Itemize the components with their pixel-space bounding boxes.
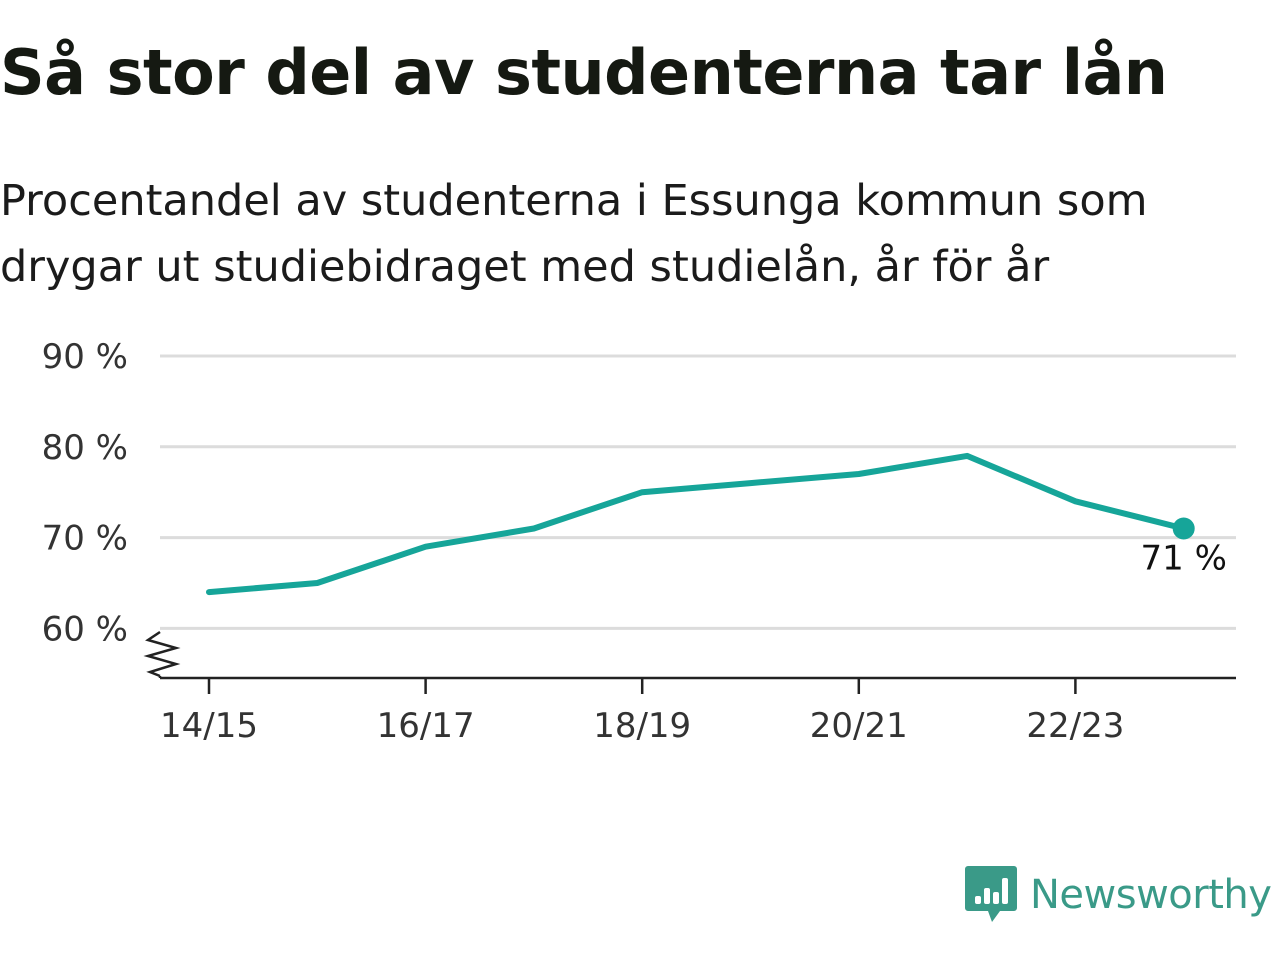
chart-title: Så stor del av studenterna tar lån [0,36,1168,109]
y-tick-label: 80 % [42,428,128,468]
x-axis: 14/15 16/17 18/19 20/21 22/23 [158,676,1236,746]
last-data-point [1172,517,1195,540]
x-tick-label: 14/15 [160,706,258,746]
y-axis-break-mark [143,630,181,678]
y-axis-labels: 60 % 70 % 80 % 90 % [42,337,128,649]
x-tick-label: 16/17 [377,706,475,746]
end-value-label: 71 % [1141,539,1227,579]
gridlines [160,354,1236,630]
y-tick-label: 60 % [42,609,128,649]
newsworthy-logo-icon [965,866,1017,922]
brand-name: Newsworthy [1030,872,1272,918]
x-tick-label: 20/21 [810,706,908,746]
y-tick-label: 70 % [42,519,128,559]
x-tick-label: 22/23 [1026,706,1124,746]
chart-subtitle: Procentandel av studenterna i Essunga ko… [0,176,1148,292]
x-tick-label: 18/19 [593,706,691,746]
y-tick-label: 90 % [42,337,128,377]
series-layer [206,452,1187,596]
brand-logo: Newsworthy [964,864,1272,926]
series-line [206,452,1187,596]
points-layer [1172,517,1195,540]
